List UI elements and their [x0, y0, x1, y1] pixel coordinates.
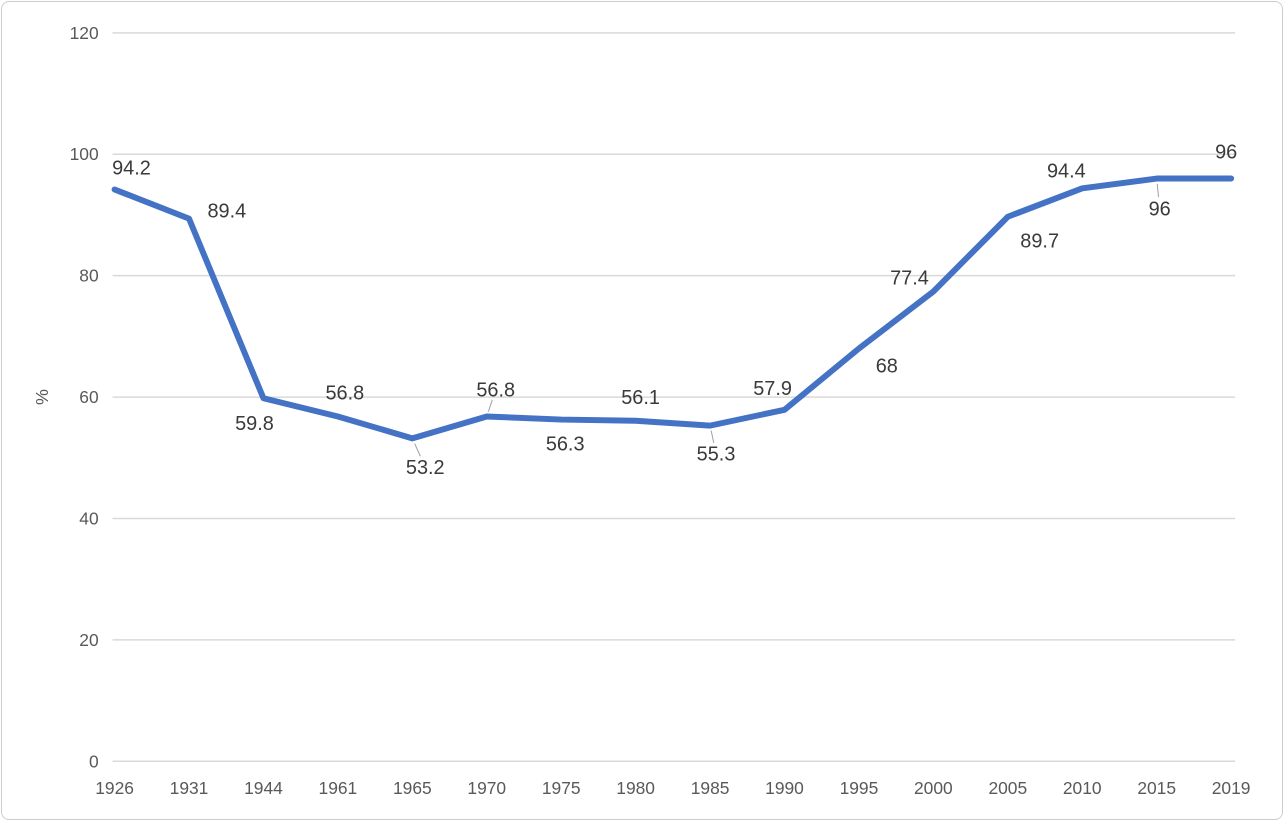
x-tick-label: 2019 — [1212, 778, 1251, 798]
y-tick-label: 100 — [70, 144, 99, 164]
x-axis-tick-labels: 1926 1931 1944 1961 1965 1970 1975 1980 1985 1990… — [95, 778, 1250, 798]
x-tick-label: 1985 — [691, 778, 730, 798]
series-line — [111, 175, 1235, 442]
y-axis-tick-labels: 0 20 40 60 80 100 120 — [70, 23, 99, 771]
x-tick-label: 1980 — [616, 778, 655, 798]
y-tick-label: 60 — [79, 387, 98, 407]
data-label: 53.2 — [406, 457, 445, 479]
x-tick-label: 2000 — [914, 778, 953, 798]
data-label: 56.3 — [546, 433, 585, 455]
x-tick-label: 1961 — [319, 778, 358, 798]
y-tick-label: 0 — [89, 751, 99, 771]
x-tick-label: 2015 — [1137, 778, 1176, 798]
leader-line — [487, 399, 493, 412]
y-axis-title: % — [32, 389, 52, 405]
x-tick-label: 1970 — [467, 778, 506, 798]
x-tick-label: 1944 — [244, 778, 283, 798]
data-label: 55.3 — [697, 443, 736, 465]
x-tick-label: 1995 — [840, 778, 879, 798]
data-label: 96 — [1215, 142, 1237, 164]
leader-line — [1156, 183, 1160, 198]
data-label: 89.4 — [207, 201, 246, 223]
data-label: 56.8 — [476, 380, 515, 402]
gridlines — [112, 32, 1236, 763]
y-tick-label: 20 — [79, 630, 98, 650]
data-label: 96 — [1149, 198, 1171, 220]
data-label: 94.2 — [112, 158, 151, 180]
data-label: 68 — [876, 355, 898, 377]
data-label: 57.9 — [753, 378, 792, 400]
y-tick-label: 120 — [70, 23, 99, 43]
leader-line — [414, 443, 421, 457]
x-tick-label: 1931 — [170, 778, 209, 798]
data-label: 56.1 — [621, 387, 660, 409]
y-axis-title: % — [32, 389, 52, 405]
x-tick-label: 2010 — [1063, 778, 1102, 798]
x-tick-label: 1975 — [542, 778, 581, 798]
data-labels: 94.2 89.4 59.8 56.8 53.2 56.8 56.3 56.1 55.3 57.9… — [112, 142, 1237, 480]
x-tick-label: 1965 — [393, 778, 432, 798]
data-label: 56.8 — [325, 383, 364, 405]
data-label: 77.4 — [890, 267, 929, 289]
leader-line — [710, 430, 715, 443]
label-leader-lines — [414, 183, 1160, 457]
y-tick-label: 80 — [79, 266, 98, 286]
x-tick-label: 2005 — [988, 778, 1027, 798]
y-tick-label: 40 — [79, 508, 98, 528]
x-tick-label: 1926 — [95, 778, 134, 798]
series — [111, 175, 1235, 442]
x-tick-label: 1990 — [765, 778, 804, 798]
data-label: 89.7 — [1020, 231, 1059, 253]
data-label: 59.8 — [235, 413, 274, 435]
data-label: 94.4 — [1047, 160, 1086, 182]
